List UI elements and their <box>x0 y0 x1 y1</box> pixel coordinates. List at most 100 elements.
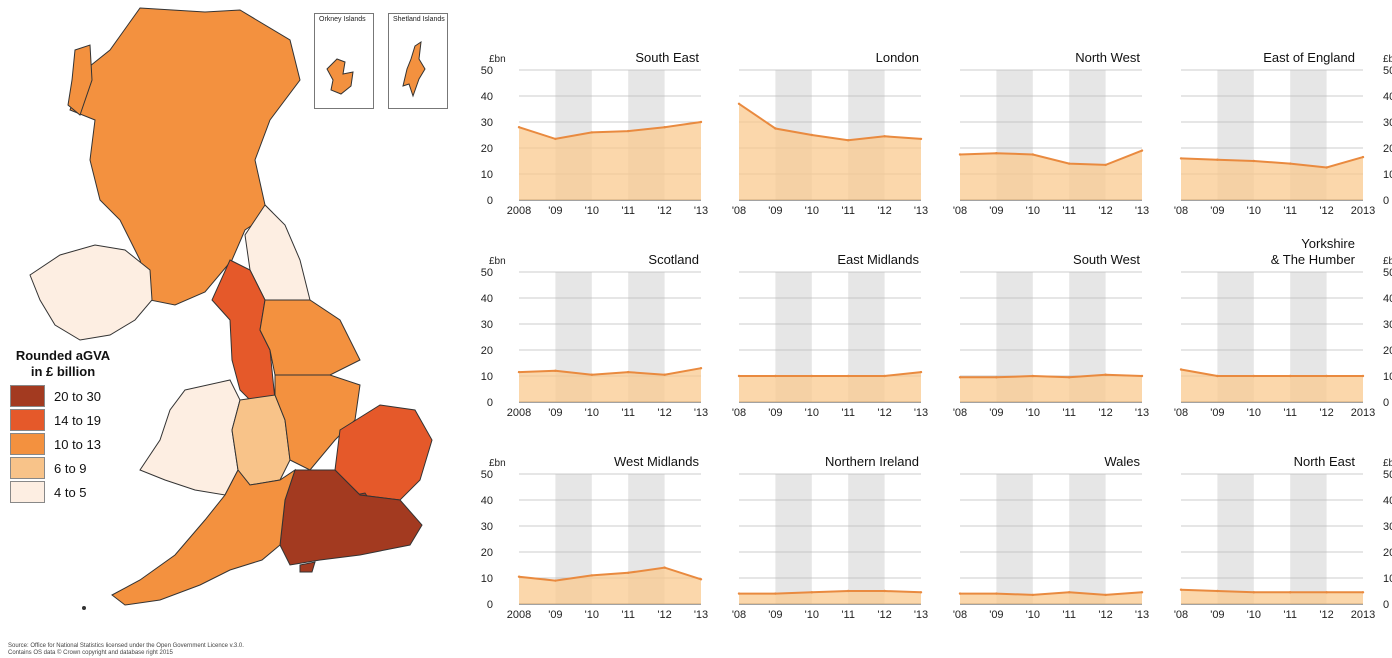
chart-title: East of England <box>1263 50 1355 65</box>
data-point <box>1140 149 1144 152</box>
legend-item: 6 to 9 <box>10 456 130 480</box>
legend-label: 20 to 30 <box>54 388 101 404</box>
shaded-band <box>996 474 1033 604</box>
chart-panel: '08 '09 '10 '11 '12 '13 South West <box>953 252 1149 419</box>
series-area <box>960 374 1142 402</box>
y-tick-label: 20 <box>481 345 493 357</box>
data-point <box>1325 166 1328 169</box>
x-tick-label: '13 <box>914 205 928 217</box>
y-tick-label: 0 <box>487 195 493 207</box>
data-point <box>1140 591 1144 594</box>
series-line <box>518 121 702 140</box>
legend-title: Rounded aGVA in £ billion <box>10 348 116 380</box>
y-axis-unit-label: £bn <box>1383 256 1392 267</box>
data-point <box>810 374 813 378</box>
x-tick-label: '10 <box>1026 609 1040 621</box>
data-point <box>554 579 557 582</box>
x-tick-label: '12 <box>1319 205 1333 217</box>
data-point <box>847 374 850 378</box>
series-line <box>738 102 922 142</box>
chart-panel: 0 10 20 30 40 50 '08 '09 '10 '11 '12 2013 East of En… <box>1174 50 1392 217</box>
chart-title: Northern Ireland <box>825 454 919 469</box>
y-tick-label: 20 <box>1383 143 1392 155</box>
x-tick-label: '10 <box>1026 407 1040 419</box>
x-tick-label: '11 <box>621 609 635 621</box>
data-point <box>517 126 521 129</box>
data-point <box>627 129 630 133</box>
legend-swatch <box>10 385 45 407</box>
data-point <box>774 127 777 130</box>
chart-title: West Midlands <box>614 454 700 469</box>
x-tick-label: '13 <box>914 609 928 621</box>
data-point <box>517 370 521 374</box>
orkney-islands-shape <box>326 58 354 95</box>
data-point <box>995 592 998 595</box>
x-tick-label: '09 <box>548 205 562 217</box>
legend-item: 10 to 13 <box>10 432 130 456</box>
data-point <box>554 369 557 372</box>
series-line <box>518 367 702 376</box>
y-tick-label: 30 <box>481 521 493 533</box>
x-tick-label: '12 <box>877 609 891 621</box>
legend-swatch <box>10 481 45 503</box>
data-point <box>919 370 923 374</box>
y-tick-label: 30 <box>481 117 493 129</box>
data-point <box>1325 374 1328 378</box>
x-tick-label: '12 <box>877 205 891 217</box>
y-tick-label: 30 <box>1383 521 1392 533</box>
data-point <box>958 376 962 379</box>
x-tick-label: 2013 <box>1351 205 1375 217</box>
data-point <box>590 373 593 376</box>
data-point <box>1031 593 1035 597</box>
data-point <box>847 589 850 593</box>
chart-title: South East <box>635 50 699 65</box>
x-tick-label: '09 <box>1210 407 1224 419</box>
data-point <box>810 133 813 137</box>
data-point <box>663 373 666 376</box>
x-tick-label: '09 <box>548 609 562 621</box>
x-tick-label: 2008 <box>507 205 531 217</box>
x-tick-label: '13 <box>1135 407 1149 419</box>
region-wales <box>139 379 241 496</box>
data-point <box>737 592 741 595</box>
x-tick-label: 2013 <box>1351 609 1375 621</box>
x-tick-label: '08 <box>953 407 967 419</box>
y-tick-label: 20 <box>1383 547 1392 559</box>
x-tick-label: '10 <box>805 407 819 419</box>
x-tick-label: '13 <box>914 407 928 419</box>
chart-title: South West <box>1073 252 1140 267</box>
x-tick-label: '09 <box>768 205 782 217</box>
series-line <box>1180 156 1364 169</box>
y-tick-label: 30 <box>481 319 493 331</box>
series-line <box>1180 368 1363 377</box>
isles-of-scilly <box>82 606 86 610</box>
y-tick-label: 10 <box>481 573 493 585</box>
legend-label: 14 to 19 <box>54 412 101 428</box>
x-tick-label: '12 <box>1098 609 1112 621</box>
data-point <box>699 578 703 581</box>
source-line2: Contains OS data © Crown copyright and d… <box>8 650 173 656</box>
y-tick-label: 50 <box>1383 469 1392 481</box>
data-point <box>1216 589 1219 593</box>
y-tick-label: 10 <box>1383 573 1392 585</box>
x-tick-label: '11 <box>621 205 635 217</box>
data-point <box>883 135 886 138</box>
series-line <box>739 371 922 377</box>
series-line <box>960 591 1143 596</box>
region-scotland <box>69 7 301 306</box>
y-axis-unit-label: £bn <box>1383 458 1392 469</box>
data-point <box>1289 162 1292 165</box>
source-note: Source: Office for National Statistics l… <box>8 643 244 657</box>
data-point <box>1252 374 1256 378</box>
x-tick-label: '09 <box>1210 609 1224 621</box>
data-point <box>1252 159 1256 163</box>
x-tick-label: '09 <box>1210 205 1224 217</box>
data-point <box>1104 373 1107 376</box>
data-point <box>919 591 923 594</box>
chart-panel: '08 '09 '10 '11 '12 '13 Northern Ireland <box>732 454 928 621</box>
data-point <box>737 374 741 378</box>
x-tick-label: '08 <box>953 609 967 621</box>
data-point <box>883 374 886 378</box>
x-tick-label: '13 <box>694 205 708 217</box>
series-line <box>960 373 1143 379</box>
